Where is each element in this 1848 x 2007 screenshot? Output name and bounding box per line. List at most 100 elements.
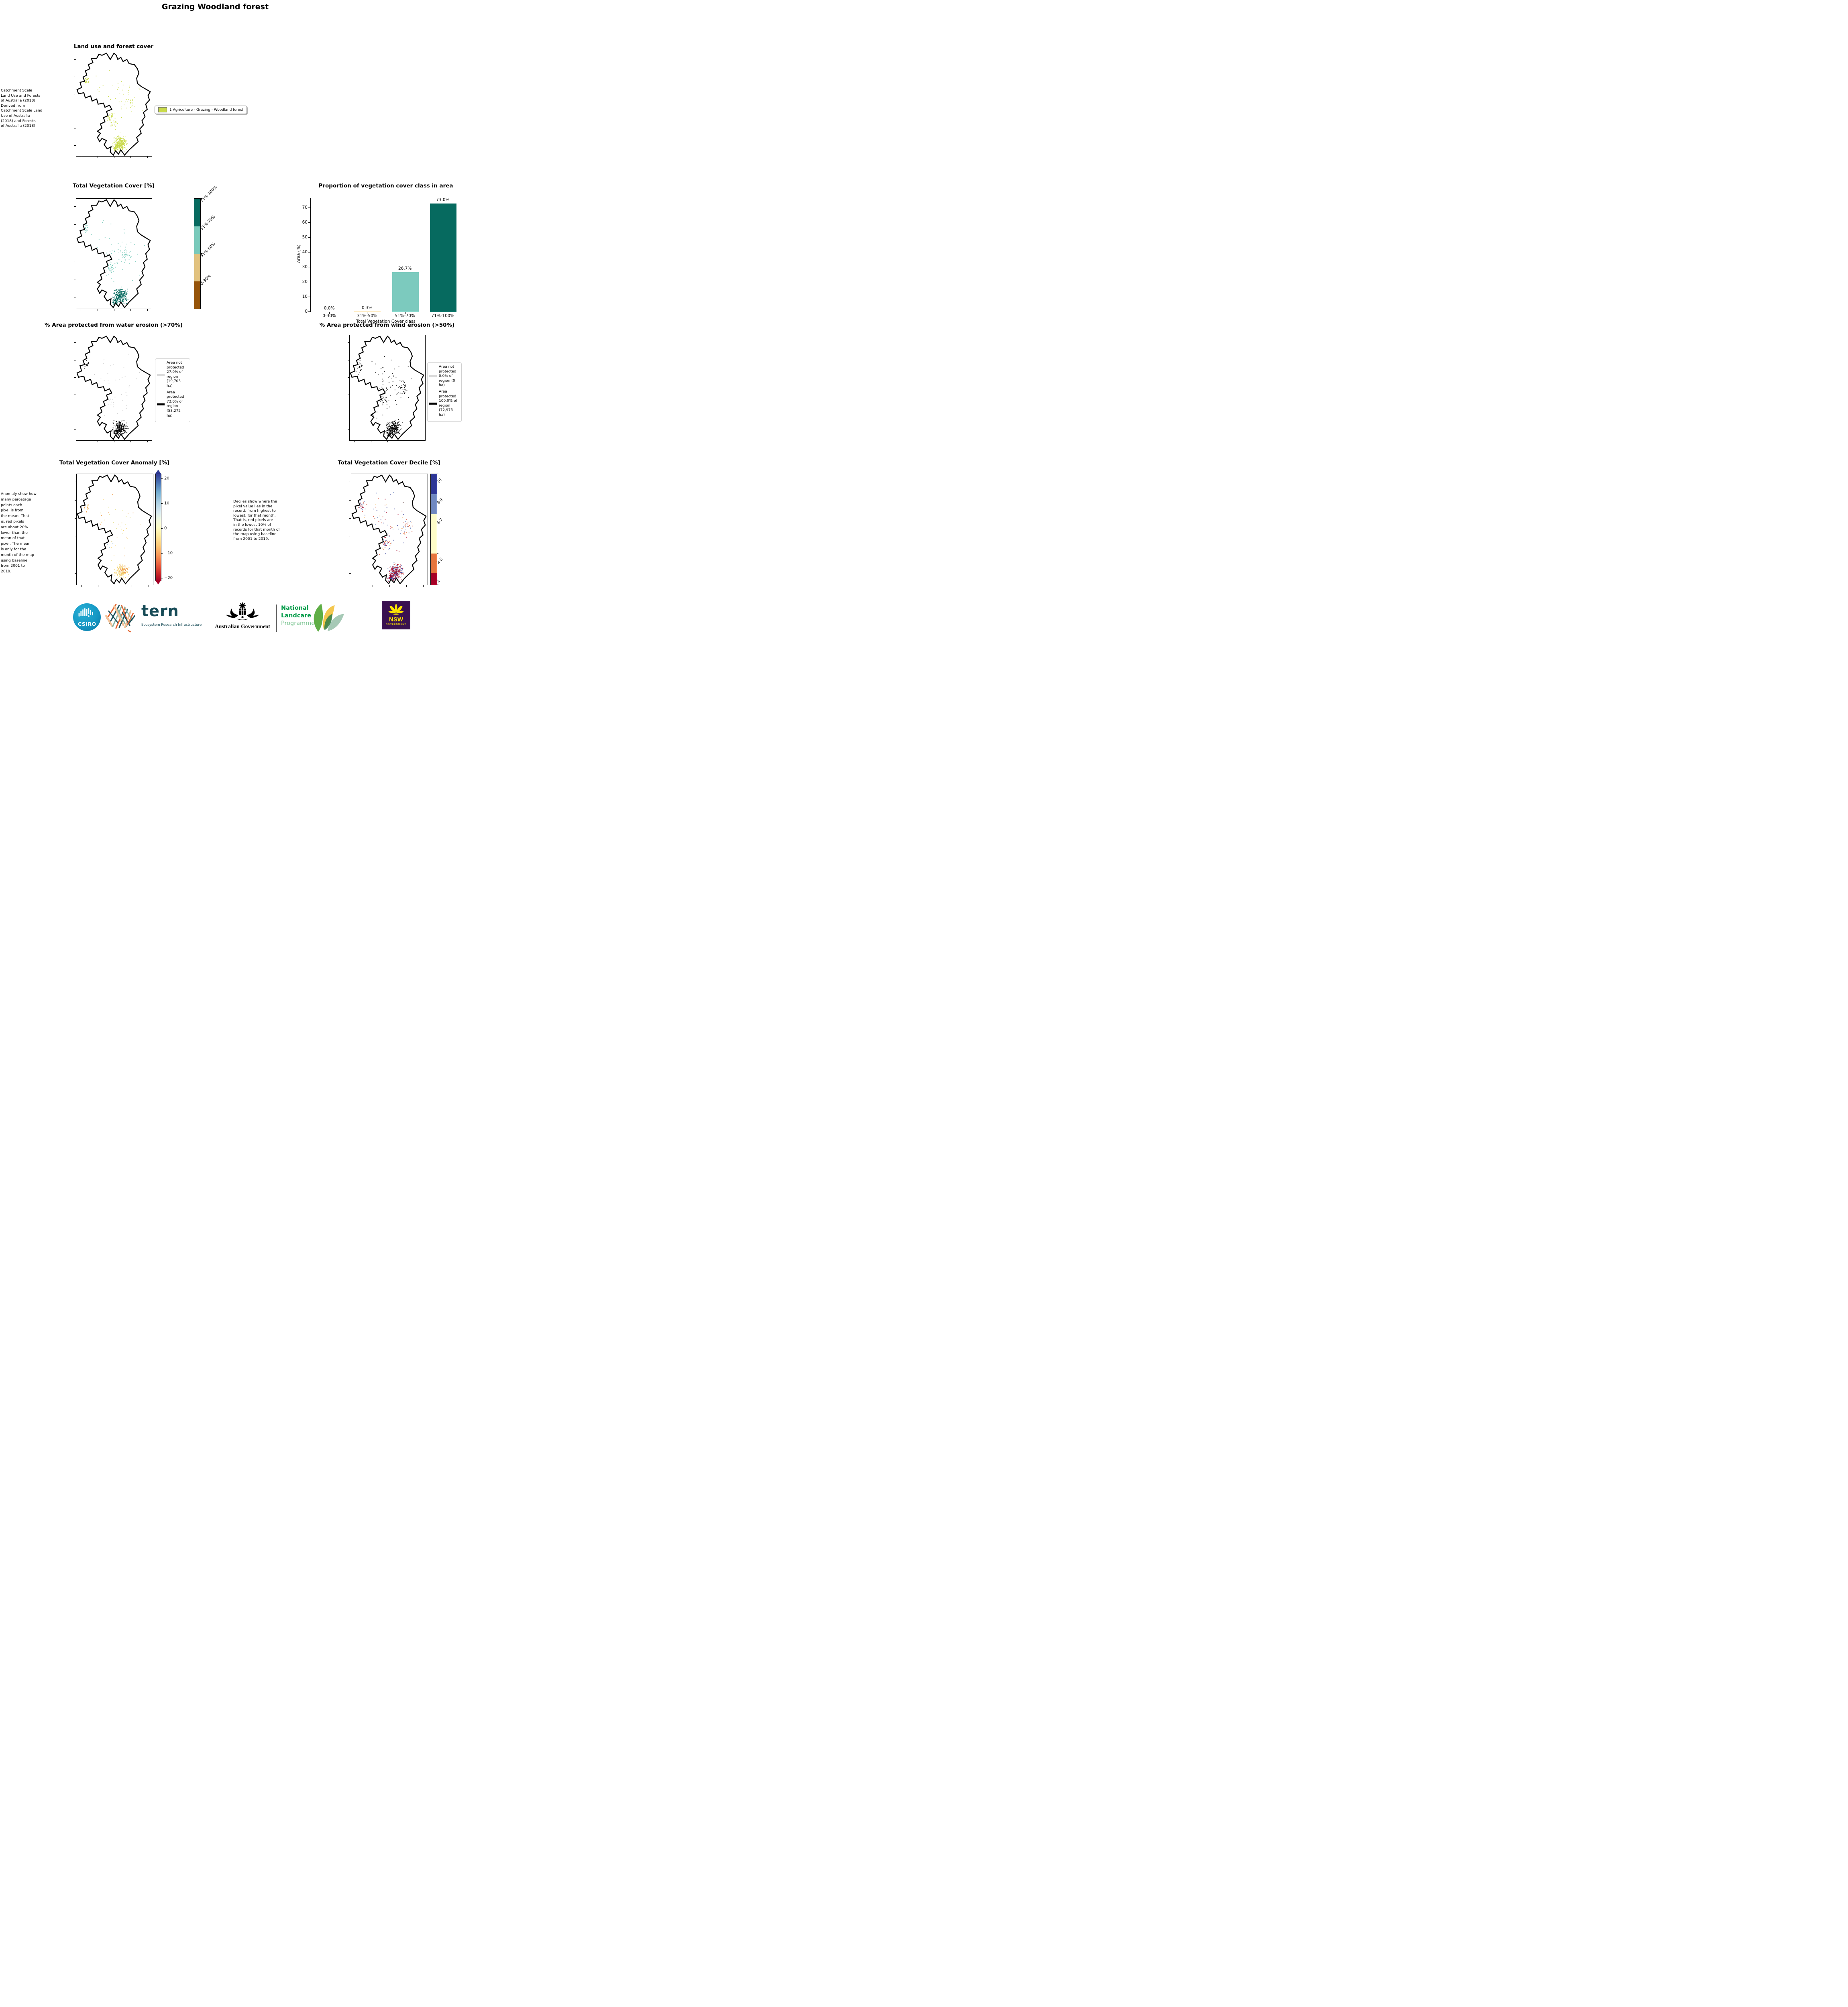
axis-tick <box>349 573 351 574</box>
decile-seg-1 <box>431 573 437 585</box>
tvc-cbar-label-71-100: 71%-100% <box>200 185 218 204</box>
y-tick-label: 30 <box>302 265 308 270</box>
tern-tagline: Ecosystem Research Infrastructure <box>141 623 202 627</box>
decile-cbar-label-8-9: 8-9 <box>436 497 444 505</box>
water-protected-swatch <box>157 403 165 405</box>
decile-cbar-label-4-7: 4-7 <box>436 517 444 525</box>
anomaly-colorbar <box>155 474 161 581</box>
water-protected-label: Area protected 73.0% of region (53,272 h… <box>167 390 184 418</box>
y-tick-label: 10 <box>302 294 308 299</box>
tvc-colorbar-seg-51-70 <box>194 226 200 254</box>
nsw-wordmark: NSW <box>389 616 403 623</box>
anomaly-cbar-tick-10: 10 <box>164 501 169 506</box>
catchment-boundary <box>77 53 150 155</box>
tern-wordmark: tern <box>141 602 179 620</box>
axis-tick <box>74 342 76 343</box>
landuse-legend-swatch <box>158 107 167 112</box>
map-canvas <box>76 52 152 156</box>
csiro-logo: CSIRO <box>73 603 101 631</box>
anomaly-map <box>75 474 153 587</box>
axis-tick <box>75 573 76 574</box>
tvc-map <box>74 198 152 311</box>
axis-tick <box>349 518 351 519</box>
catchment-boundary <box>350 336 424 440</box>
water-legend-item-not-protected: Area not protected 27.0% of region (19,7… <box>157 361 188 389</box>
axis-tick <box>147 441 148 442</box>
report-page: Grazing Woodland forest Land use and for… <box>0 0 462 634</box>
catchment-boundary <box>77 336 150 440</box>
tern-australia-icon <box>105 604 135 633</box>
y-tick-label: 20 <box>302 279 308 284</box>
bar-71%-100% <box>430 203 456 312</box>
proportion-chart-title: Proportion of vegetation cover class in … <box>318 183 453 189</box>
x-tick-label: 71%-100% <box>431 313 454 318</box>
australian-government-label: Australian Government <box>215 623 270 629</box>
y-tick-label: 70 <box>302 205 308 210</box>
water-not-protected-label: Area not protected 27.0% of region (19,7… <box>167 361 184 388</box>
landcare-leaves-icon <box>314 603 344 632</box>
x-tick-label: 51%-70% <box>395 313 415 318</box>
wind-erosion-legend: Area not protected 0.0% of region (0 ha)… <box>427 362 462 422</box>
anomaly-colorbar-bottom-arrow <box>155 580 161 584</box>
axis-tick <box>130 309 131 311</box>
water-erosion-map <box>74 335 152 442</box>
decile-side-text: Deciles show where the pixel value lies … <box>233 499 280 541</box>
anomaly-cbar-tick-0: 0 <box>164 526 167 531</box>
catchment-boundary <box>77 200 150 308</box>
axis-tick <box>308 222 310 223</box>
tvc-title: Total Vegetation Cover [%] <box>73 183 155 189</box>
decile-seg-10 <box>431 474 437 494</box>
wind-not-protected-label: Area not protected 0.0% of region (0 ha) <box>439 365 456 388</box>
axis-tick <box>74 206 76 207</box>
anomaly-cbar-tick-m20: −20 <box>164 576 173 580</box>
axis-tick <box>349 500 351 501</box>
axis-tick <box>74 224 76 225</box>
decile-colorbar <box>430 474 437 585</box>
axis-tick <box>161 528 163 529</box>
axis-tick <box>437 553 438 554</box>
axis-tick <box>348 377 349 378</box>
axis-tick <box>387 441 388 442</box>
water-legend-item-protected: Area protected 73.0% of region (53,272 h… <box>157 391 188 419</box>
axis-tick <box>354 441 355 442</box>
nlp-programme-label: Programme <box>281 620 315 627</box>
axis-tick <box>308 237 310 238</box>
axis-tick <box>406 585 407 587</box>
anomaly-colorbar-top-arrow <box>155 470 161 474</box>
water-not-protected-swatch <box>157 374 165 376</box>
bar-value-label: 0.3% <box>362 305 373 310</box>
nlp-landcare-label: Landcare <box>281 613 312 619</box>
tvc-cbar-label-31-50: 31%-50% <box>200 242 216 259</box>
axis-tick <box>308 311 310 312</box>
wind-legend-item-protected: Area protected 100.0% of region (72,975 … <box>429 390 460 418</box>
decile-map <box>349 474 428 587</box>
tvc-colorbar <box>194 198 201 309</box>
page-title: Grazing Woodland forest <box>161 2 269 11</box>
axis-tick <box>329 312 330 314</box>
tvc-colorbar-seg-71-100 <box>194 199 200 226</box>
proportion-xlabel: Total Vegetation Cover class <box>356 319 416 324</box>
axis-tick <box>147 309 148 311</box>
axis-tick <box>161 478 163 479</box>
catchment-boundary <box>352 475 426 584</box>
y-tick-label: 40 <box>302 250 308 255</box>
nlp-national-label: National <box>281 605 309 611</box>
bar-51%-70% <box>392 272 419 312</box>
axis-tick <box>130 441 131 442</box>
decile-title: Total Vegetation Cover Decile [%] <box>338 460 440 466</box>
bar-31%-50% <box>354 311 381 312</box>
y-tick-label: 60 <box>302 220 308 225</box>
axis-tick <box>74 377 76 378</box>
footer-divider <box>276 605 277 632</box>
anomaly-cbar-tick-m10: −10 <box>164 551 173 556</box>
bar-value-label: 73.0% <box>436 197 450 202</box>
axis-tick <box>389 585 390 587</box>
x-tick-label: 0-30% <box>322 313 336 318</box>
landuse-title: Land use and forest cover <box>73 43 154 50</box>
nsw-government-label: GOVERNMENT <box>385 623 407 626</box>
map-canvas <box>76 335 152 440</box>
axis-tick <box>161 503 163 504</box>
anomaly-side-text: Anomaly show how many percetage points e… <box>1 492 37 574</box>
axis-tick <box>423 585 424 587</box>
axis-tick <box>130 157 131 158</box>
